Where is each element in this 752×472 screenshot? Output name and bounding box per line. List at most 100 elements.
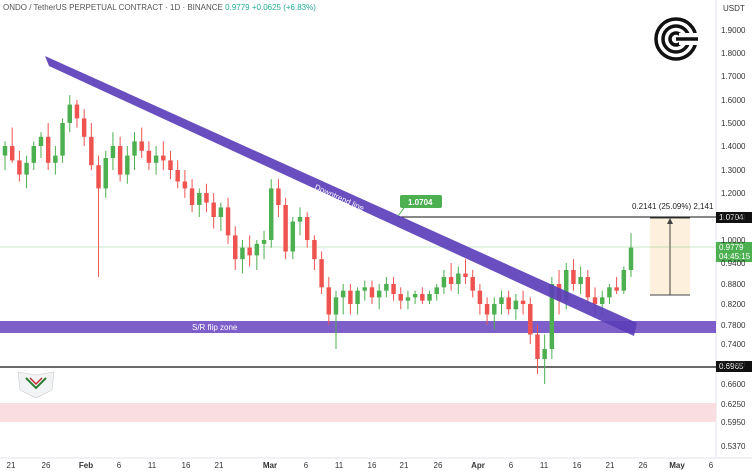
candle-up	[542, 349, 547, 359]
level-low-tag: 0.6965	[716, 361, 752, 372]
measure-label: 0.2141 (25.09%) 2,141	[632, 202, 714, 211]
candle-down	[528, 304, 533, 335]
candle-down	[470, 277, 475, 291]
candle-up	[38, 136, 44, 146]
time-axis-ticks: 21 26 Feb 6 11 16 21 Mar 6 11 16 21 26 Apr 6 11 16 21 26 Ma…	[7, 461, 714, 470]
price-tick-label: 1.5000	[721, 119, 746, 128]
candle-up	[362, 287, 368, 291]
chart-header: ONDO / TetherUS PERPETUAL CONTRACT · 1D …	[3, 3, 316, 12]
price-tick-label: 1.2000	[721, 189, 746, 198]
candle-up	[621, 270, 627, 291]
candle-up	[578, 277, 583, 284]
candle-up	[427, 294, 432, 301]
candle-down	[233, 235, 238, 260]
time-tick-label: Apr	[471, 461, 485, 470]
price-tick-label: 0.7400	[721, 340, 746, 349]
candle-down	[175, 170, 180, 182]
candle-up	[197, 193, 202, 205]
candle-down	[614, 287, 619, 291]
candle-up	[513, 300, 519, 310]
candle-down	[17, 160, 22, 175]
candle-up	[628, 247, 634, 270]
price-tick-label: 1.6000	[721, 96, 746, 105]
time-tick-label: 16	[368, 461, 377, 470]
candle-down	[182, 181, 188, 189]
sr-flip-label: S/R flip zone	[192, 323, 238, 332]
candle-down	[225, 207, 231, 236]
candle-up	[103, 158, 108, 189]
candle-up	[297, 217, 303, 222]
candle-up	[355, 290, 360, 304]
candle-down	[391, 284, 396, 294]
candle-down	[326, 287, 332, 315]
candle-up	[110, 146, 116, 158]
last-price: 0.9779	[225, 3, 250, 12]
price-axis-ticks: 0.5370 0.5950 0.6250 0.6600 0.7000 0.7400 0.78…	[721, 26, 746, 451]
candle-down	[571, 270, 576, 284]
price-tick-label: 0.6250	[721, 400, 746, 409]
time-tick-label: 21	[400, 461, 409, 470]
candle-down	[592, 297, 598, 304]
price-axis-panel[interactable]	[716, 0, 752, 472]
candle-up	[218, 207, 224, 217]
candle-down	[506, 297, 511, 310]
candle-up	[412, 294, 418, 298]
price-tick-label: 1.8000	[721, 49, 746, 58]
candle-up	[340, 290, 346, 298]
price-tick-label: 0.5950	[721, 418, 746, 427]
time-tick-label: 11	[540, 461, 549, 470]
candle-down	[477, 290, 483, 304]
candle-up	[153, 155, 159, 163]
candle-down	[276, 188, 281, 205]
candle-down	[369, 287, 375, 298]
current-price-tag: 0.9779 04:45:15	[716, 242, 752, 262]
candle-down	[211, 202, 216, 217]
candle-up	[24, 162, 29, 175]
candle-up	[376, 290, 382, 298]
price-axis-unit: USDT	[723, 4, 745, 13]
candle-down	[89, 136, 94, 166]
price-change: +0.0625 (+6.83%)	[251, 3, 316, 12]
candle-up	[261, 240, 267, 244]
measure-arrow-head	[667, 218, 673, 224]
candle-down	[520, 300, 526, 304]
price-tick-label: 0.7800	[721, 321, 746, 330]
candle-down	[9, 146, 15, 161]
emblem-logo	[17, 371, 55, 399]
candle-up	[405, 297, 411, 301]
svg-text:0.9779: 0.9779	[719, 243, 744, 252]
svg-text:0.6965: 0.6965	[719, 362, 744, 371]
candle-up	[67, 104, 72, 123]
candle-down	[45, 136, 51, 163]
candle-down	[348, 290, 353, 304]
price-tick-label: 0.7000	[721, 360, 746, 369]
time-tick-label: 16	[182, 461, 191, 470]
price-tick-label: 1.7000	[721, 72, 746, 81]
candle-up	[125, 155, 130, 175]
time-tick-label: 6	[709, 461, 714, 470]
price-tick-label: 0.8200	[721, 300, 746, 309]
candle-up	[499, 297, 504, 304]
target-tag-text: 1.0704	[408, 198, 433, 207]
time-tick-label: 21	[7, 461, 16, 470]
time-tick-label: 26	[42, 461, 51, 470]
candle-down	[585, 277, 591, 298]
candle-down	[448, 277, 454, 284]
price-tick-label: 0.9400	[721, 259, 746, 268]
price-tick-label: 1.9000	[721, 26, 746, 35]
candle-up	[492, 304, 497, 315]
candle-up	[441, 277, 447, 288]
time-tick-label: May	[669, 461, 685, 470]
candle-up	[2, 146, 8, 156]
candle-down	[247, 247, 252, 256]
candle-down	[139, 141, 144, 151]
price-tick-label: 1.4000	[721, 142, 746, 151]
time-tick-label: 11	[335, 461, 344, 470]
symbol-title: ONDO / TetherUS PERPETUAL CONTRACT · 1D …	[3, 3, 223, 12]
target-tag-pointer	[397, 207, 405, 217]
candle-down	[204, 193, 209, 203]
candle-down	[146, 150, 152, 163]
candle-up	[31, 146, 37, 163]
time-tick-label: Mar	[263, 461, 277, 470]
